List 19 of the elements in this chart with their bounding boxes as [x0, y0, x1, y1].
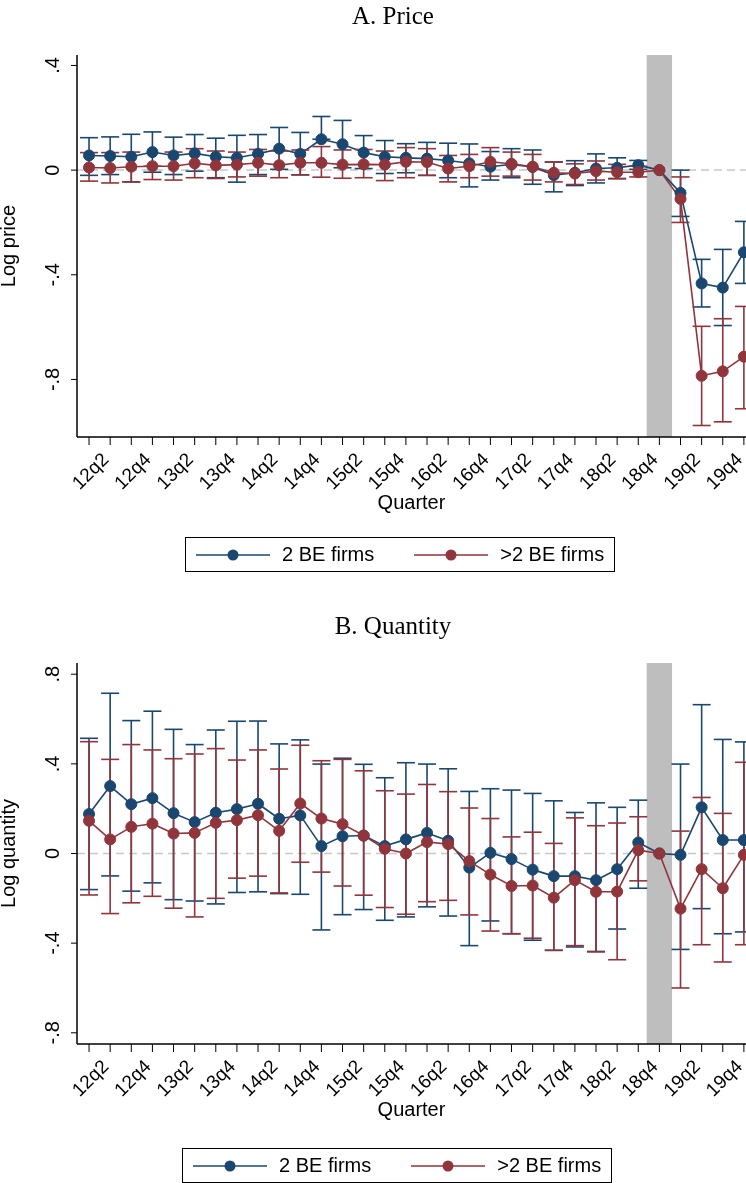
- y-tick-label: 0: [41, 164, 63, 176]
- y-axis-title: Log quantity: [0, 799, 20, 908]
- legend-label: >2 BE firms: [497, 1154, 602, 1177]
- legend-label: 2 BE firms: [279, 1154, 372, 1177]
- y-tick-label: .4: [41, 755, 63, 773]
- y-tick-label: -.8: [41, 367, 63, 392]
- legend-label: 2 BE firms: [282, 543, 375, 566]
- y-axis-title: Log price: [0, 204, 20, 288]
- x-axis-title: Quarter: [377, 1098, 446, 1120]
- y-tick-label: -.4: [41, 263, 63, 287]
- legend-label: >2 BE firms: [500, 543, 605, 566]
- y-tick-label: .4: [41, 57, 63, 74]
- x-axis-title: Quarter: [377, 491, 446, 513]
- y-tick-label: 0: [41, 847, 63, 860]
- y-tick-label: -.4: [41, 931, 63, 955]
- y-tick-label: -.8: [41, 1021, 63, 1045]
- y-tick-label: .8: [41, 665, 63, 683]
- chart-title: B. Quantity: [333, 612, 453, 640]
- chart-title: A. Price: [351, 2, 435, 30]
